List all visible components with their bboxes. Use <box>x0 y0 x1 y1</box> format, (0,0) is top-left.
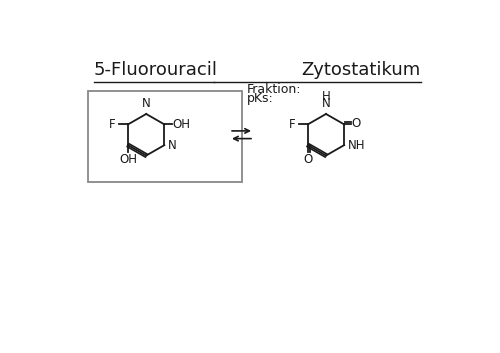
Text: O: O <box>304 153 312 166</box>
Text: N: N <box>322 97 330 110</box>
Text: N: N <box>168 139 177 152</box>
Bar <box>88 91 242 182</box>
Text: F: F <box>289 118 296 131</box>
Text: 5-Fluorouracil: 5-Fluorouracil <box>94 61 218 79</box>
Text: NH: NH <box>348 139 366 152</box>
Text: pKs:: pKs: <box>247 92 274 106</box>
Text: N: N <box>142 97 150 110</box>
Text: Zytostatikum: Zytostatikum <box>302 61 420 79</box>
Text: F: F <box>109 118 116 131</box>
Text: Fraktion:: Fraktion: <box>247 83 302 96</box>
Text: OH: OH <box>173 118 191 131</box>
Text: H: H <box>322 90 330 103</box>
Text: OH: OH <box>119 153 137 166</box>
Text: O: O <box>352 117 361 130</box>
